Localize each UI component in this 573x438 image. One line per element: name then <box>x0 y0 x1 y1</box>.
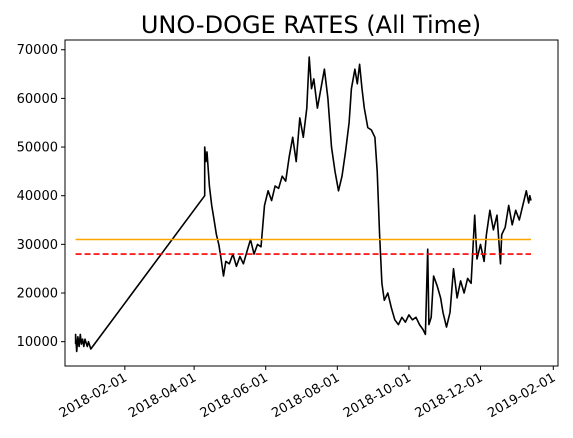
y-tick-label: 40000 <box>17 189 58 204</box>
plot-area <box>74 56 532 353</box>
x-tick-label: 2018-12-01 <box>413 370 486 421</box>
y-tick-label: 60000 <box>17 92 58 107</box>
y-tick-label: 30000 <box>17 238 58 253</box>
y-tick-label: 50000 <box>17 141 58 156</box>
y-tick-label: 20000 <box>17 287 58 302</box>
y-tick-label: 70000 <box>17 43 58 58</box>
x-tick-label: 2018-02-01 <box>57 370 130 421</box>
x-tick-label: 2018-06-01 <box>198 370 271 421</box>
x-tick-label: 2018-08-01 <box>269 370 342 421</box>
axes: 10000 20000 30000 40000 50000 60000 70000 2018-… <box>17 39 559 421</box>
axes-frame <box>64 39 559 367</box>
x-tick-label: 2018-10-01 <box>341 370 414 421</box>
series-line-0 <box>74 56 532 353</box>
y-tick-label: 10000 <box>17 335 58 350</box>
x-tick-label: 2018-04-01 <box>126 370 199 421</box>
chart-title: UNO-DOGE RATES (All Time) <box>141 11 481 39</box>
x-tick-label: 2019-02-01 <box>485 370 558 421</box>
